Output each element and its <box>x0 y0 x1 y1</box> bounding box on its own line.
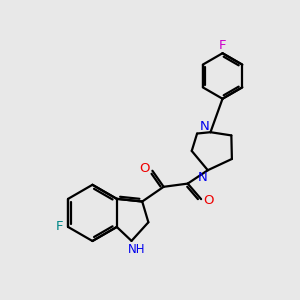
Text: N: N <box>198 171 208 184</box>
Text: F: F <box>219 39 226 52</box>
Text: F: F <box>56 220 63 233</box>
Text: O: O <box>203 194 214 207</box>
Text: NH: NH <box>128 243 145 256</box>
Text: N: N <box>200 120 209 133</box>
Text: O: O <box>140 162 150 175</box>
